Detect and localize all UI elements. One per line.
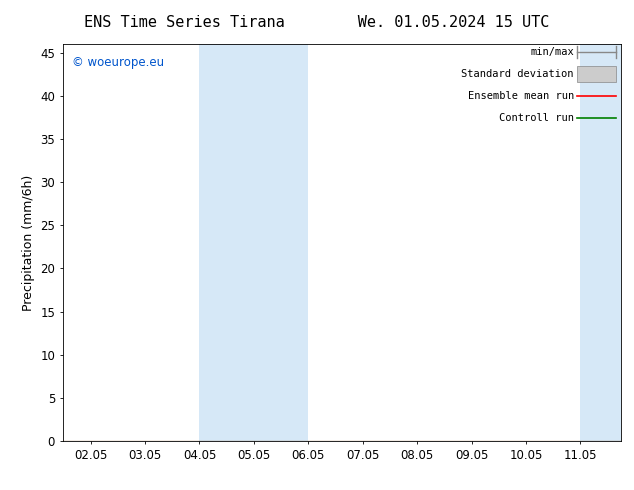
Bar [608,44,634,441]
Text: ENS Time Series Tirana        We. 01.05.2024 15 UTC: ENS Time Series Tirana We. 01.05.2024 15… [84,15,550,30]
Text: Ensemble mean run: Ensemble mean run [468,91,574,101]
Bar [254,44,308,441]
Text: Standard deviation: Standard deviation [462,69,574,79]
Text: © woeurope.eu: © woeurope.eu [72,56,164,69]
Bar [200,44,254,441]
Y-axis label: Precipitation (mm/6h): Precipitation (mm/6h) [22,174,35,311]
Text: min/max: min/max [530,47,574,57]
Text: Controll run: Controll run [499,113,574,122]
Bar [581,44,608,441]
FancyBboxPatch shape [577,66,616,82]
